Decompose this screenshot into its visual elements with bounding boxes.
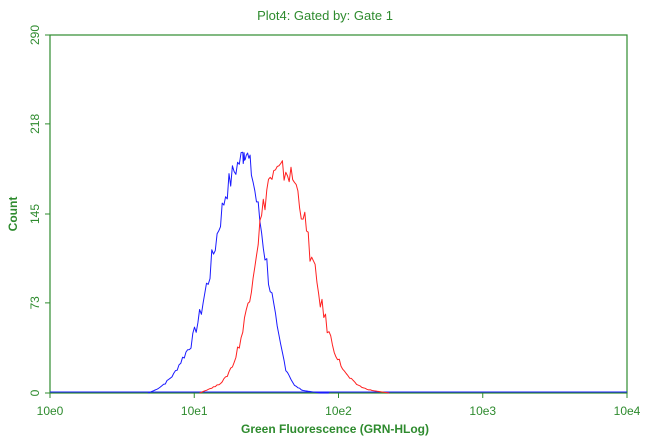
x-tick-label: 10e3: [469, 404, 496, 418]
x-tick-label: 10e2: [325, 404, 352, 418]
y-tick-label: 290: [28, 25, 42, 45]
chart-title: Plot4: Gated by: Gate 1: [257, 8, 393, 23]
x-tick-label: 10e4: [614, 404, 641, 418]
y-tick-label: 145: [28, 204, 42, 224]
x-tick-label: 10e1: [181, 404, 208, 418]
y-tick-label: 218: [28, 114, 42, 134]
y-tick-label: 0: [28, 389, 42, 396]
y-axis: 0 73 145 218 290: [28, 25, 50, 396]
y-axis-label: Count: [6, 197, 20, 232]
x-tick-label: 10e0: [37, 404, 64, 418]
series-group: [50, 151, 627, 394]
x-axis: 10e0 10e1 10e2 10e3 10e4: [37, 393, 641, 418]
x-axis-label: Green Fluorescence (GRN-HLog): [241, 422, 429, 436]
series-1-line: [148, 151, 329, 394]
plot-frame: [49, 34, 628, 394]
series-2-line: [199, 160, 390, 394]
y-tick-label: 73: [28, 296, 42, 310]
